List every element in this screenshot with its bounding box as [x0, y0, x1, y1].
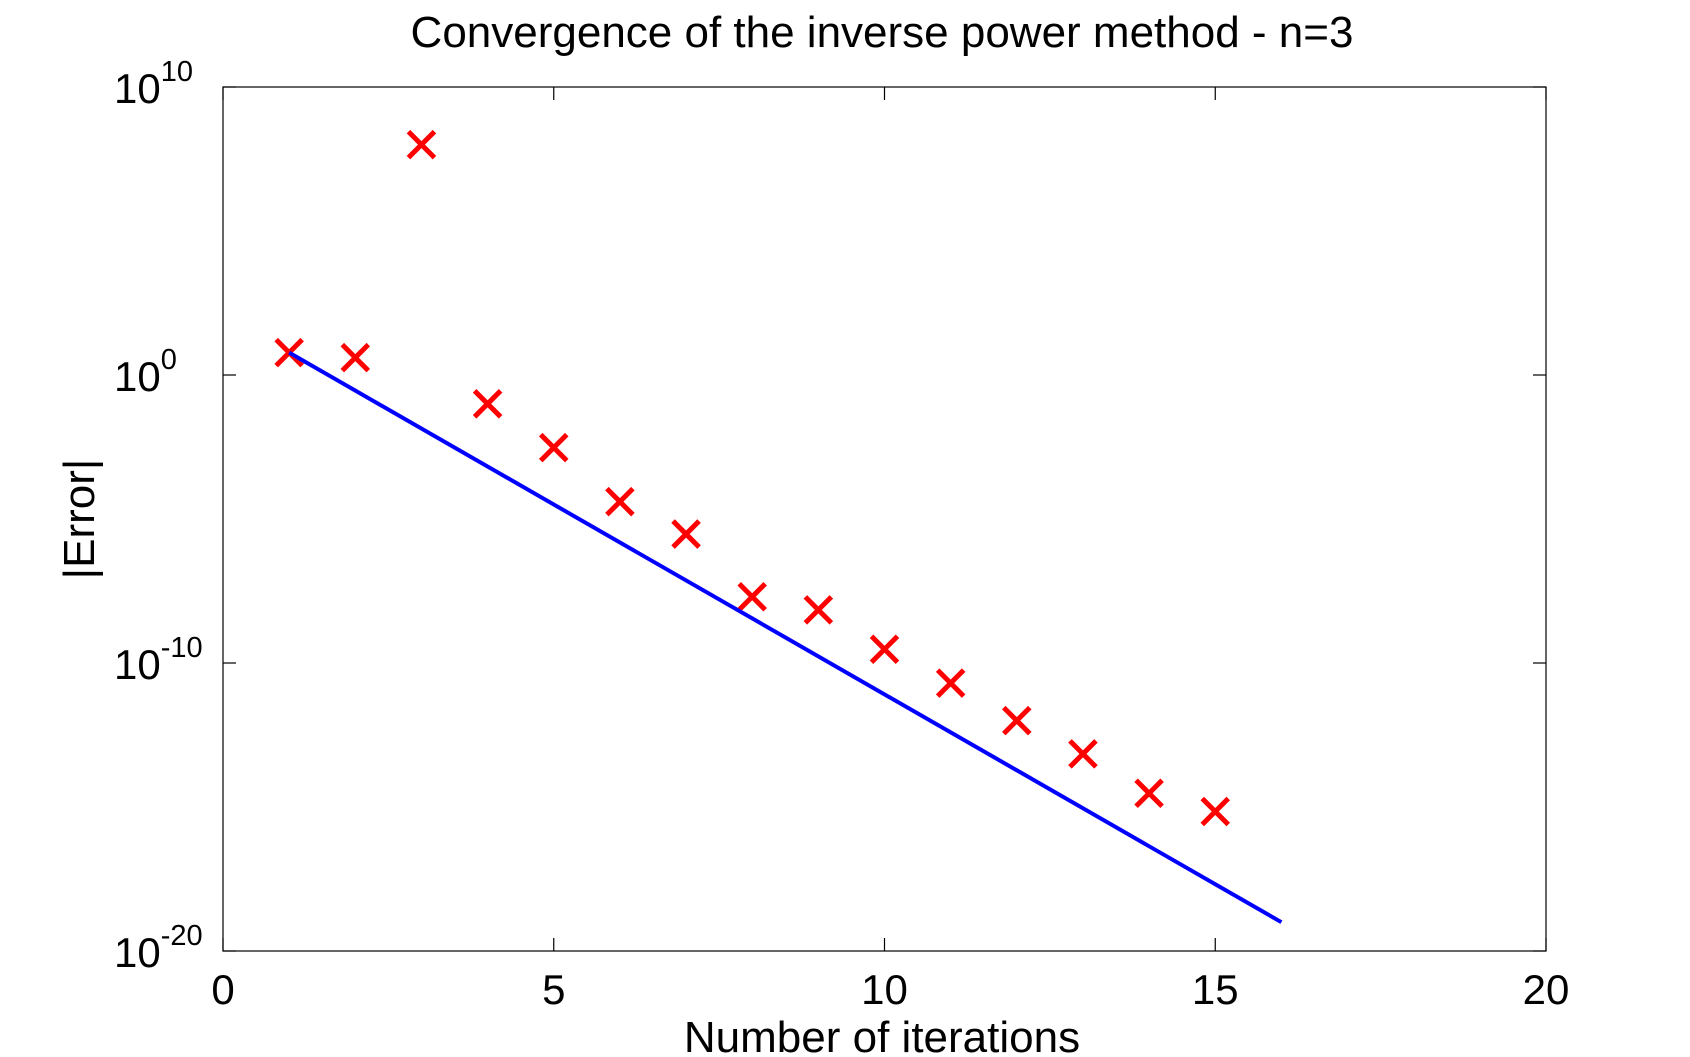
- y-tick-label: 1010: [114, 56, 193, 112]
- y-tick-label: 100: [114, 344, 177, 400]
- x-tick-label: 0: [211, 966, 234, 1013]
- data-point-x-marker: [472, 389, 503, 419]
- data-point-x-marker: [340, 342, 371, 373]
- y-tick-label: 10-20: [114, 920, 203, 976]
- data-point-x-marker: [605, 486, 635, 517]
- y-axis-label: |Error|: [55, 459, 104, 580]
- x-tick-label: 10: [861, 966, 908, 1013]
- data-point-x-marker: [274, 337, 304, 368]
- x-tick-label: 5: [542, 966, 565, 1013]
- data-point-x-marker: [869, 634, 900, 665]
- x-tick-label: 15: [1192, 966, 1239, 1013]
- fit-line: [288, 350, 1283, 924]
- chart-title: Convergence of the inverse power method …: [411, 8, 1354, 57]
- data-point-x-marker: [538, 432, 569, 463]
- plot-area: [274, 129, 1283, 924]
- data-point-x-marker: [737, 581, 767, 612]
- y-axis-ticks: 10-20 10-10 100 1010: [114, 56, 1546, 976]
- plot-frame: [222, 86, 1547, 952]
- data-point-x-marker: [1002, 705, 1032, 736]
- x-axis-ticks: 0 5 10 15 20: [211, 87, 1569, 1013]
- data-point-x-marker: [406, 129, 437, 160]
- y-tick-label: 10-10: [114, 632, 203, 688]
- x-axis-label: Number of iterations: [684, 1013, 1080, 1057]
- data-point-x-marker: [803, 595, 834, 625]
- data-point-x-marker: [1068, 739, 1098, 769]
- data-point-x-marker: [1200, 796, 1231, 827]
- x-tick-label: 20: [1523, 966, 1570, 1013]
- data-point-x-marker: [935, 668, 966, 698]
- data-point-x-marker: [671, 519, 701, 549]
- data-point-x-marker: [1134, 778, 1164, 809]
